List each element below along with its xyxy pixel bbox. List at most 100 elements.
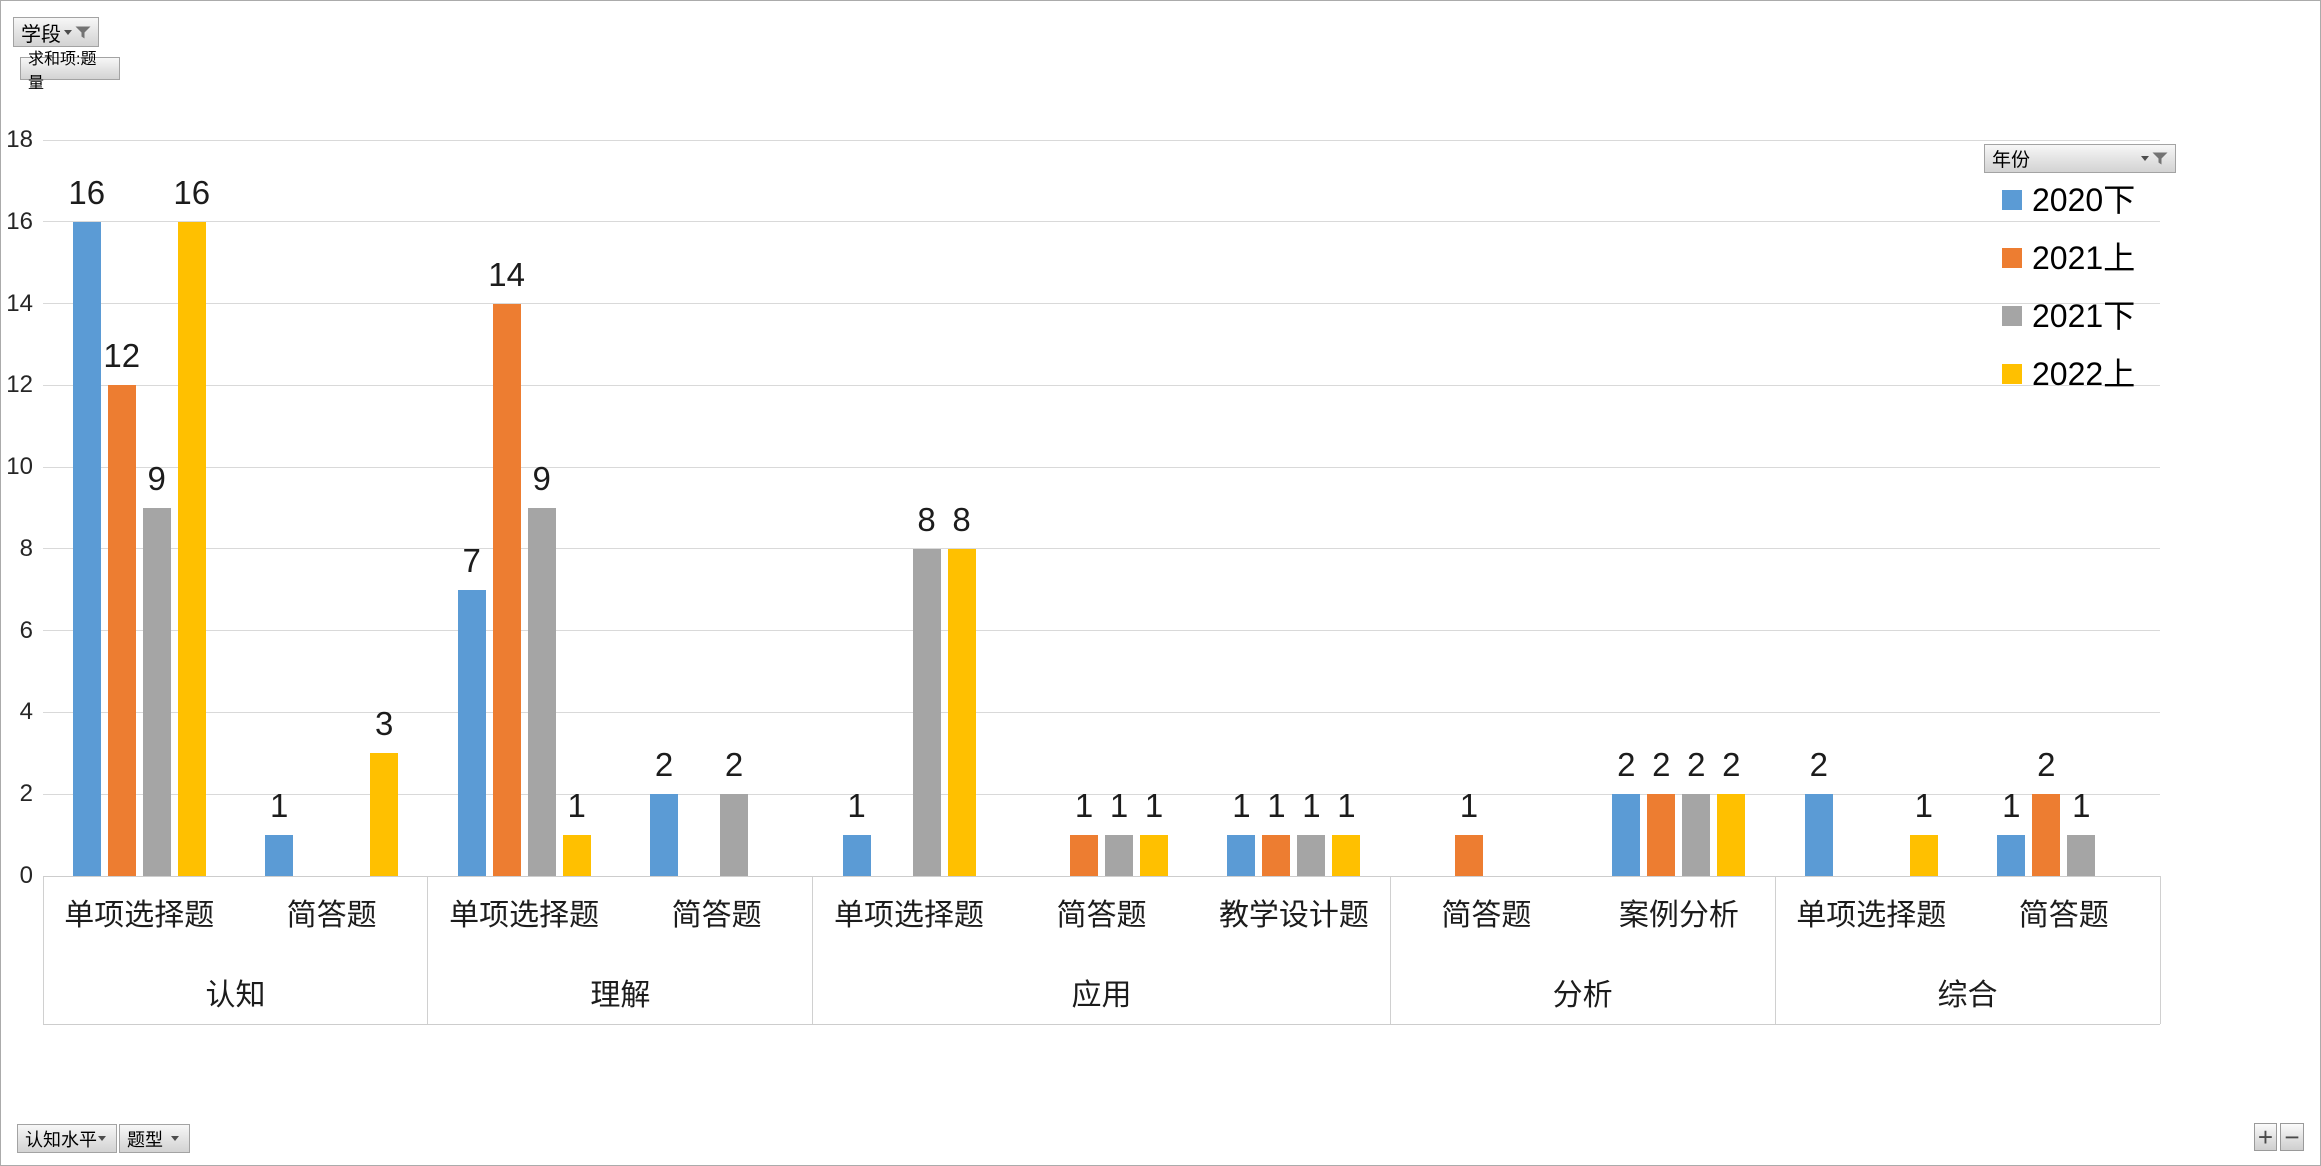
y-axis-tick-label: 2 xyxy=(19,780,33,808)
bar[interactable] xyxy=(1332,835,1361,876)
page-field-filter-button[interactable]: 学段 xyxy=(13,17,99,47)
bar-value-label: 1 xyxy=(1267,787,1286,825)
value-field-label: 求和项:题量 xyxy=(28,50,97,92)
axis-band-divider xyxy=(42,876,44,1024)
axis-band-divider xyxy=(1389,876,1391,1024)
bar-value-label: 2 xyxy=(1617,746,1636,784)
bar[interactable] xyxy=(912,548,941,876)
y-axis-tick-label: 8 xyxy=(19,534,33,562)
bar-value-label: 1 xyxy=(269,787,289,825)
gridline xyxy=(43,303,2160,305)
x-axis-category-label: 简答题 xyxy=(1056,899,1147,932)
gridline xyxy=(43,711,2160,713)
bar-value-label: 2 xyxy=(1652,746,1671,784)
y-axis-tick-label: 6 xyxy=(19,616,33,644)
bar[interactable] xyxy=(1262,835,1291,876)
bar[interactable] xyxy=(1140,835,1168,876)
gridline xyxy=(43,630,2160,632)
bar[interactable] xyxy=(527,508,556,876)
x-axis-category-label: 案例分析 xyxy=(1618,899,1739,932)
bar[interactable] xyxy=(1297,835,1326,876)
legend-item[interactable]: 2021上 xyxy=(2002,239,2135,277)
bar[interactable] xyxy=(2067,835,2096,876)
axis-band-bottom-line xyxy=(43,1023,2160,1025)
chevron-down-icon xyxy=(64,29,72,35)
x-axis-group-label: 综合 xyxy=(1937,979,1998,1012)
y-axis-tick-label: 18 xyxy=(6,126,33,153)
bar-value-label: 1 xyxy=(567,787,586,825)
legend-label: 2020下 xyxy=(2032,182,2136,218)
bar[interactable] xyxy=(1070,835,1098,876)
bar[interactable] xyxy=(370,753,399,876)
bar[interactable] xyxy=(562,835,591,876)
bar[interactable] xyxy=(177,221,206,876)
legend-label: 2021下 xyxy=(2032,298,2136,334)
axis-field-label: 题型 xyxy=(127,1129,163,1150)
collapse-button[interactable]: − xyxy=(2280,1123,2304,1151)
expand-button[interactable]: + xyxy=(2254,1123,2277,1151)
legend-item[interactable]: 2022上 xyxy=(2002,355,2135,393)
bar[interactable] xyxy=(720,794,749,876)
bar-value-label: 3 xyxy=(374,705,394,743)
axis-field-filter-button-cognition-level[interactable]: 认知水平 xyxy=(17,1124,117,1153)
bar[interactable] xyxy=(265,835,294,876)
bar[interactable] xyxy=(1227,835,1256,876)
bar-value-label: 1 xyxy=(2002,787,2021,825)
axis-band-divider xyxy=(2159,876,2161,1024)
bar[interactable] xyxy=(1804,794,1833,876)
bar-value-label: 1 xyxy=(1144,787,1164,825)
bar-value-label: 12 xyxy=(103,337,141,375)
chevron-down-icon xyxy=(98,1136,106,1141)
bar-value-label: 7 xyxy=(462,541,481,579)
bar-value-label: 2 xyxy=(654,746,674,784)
gridline xyxy=(43,793,2160,795)
bar[interactable] xyxy=(457,589,486,876)
legend-field-filter-button[interactable]: 年份 xyxy=(1984,144,2176,173)
bar[interactable] xyxy=(1909,835,1938,876)
bar[interactable] xyxy=(650,794,679,876)
bar[interactable] xyxy=(72,221,101,876)
legend-label: 2022上 xyxy=(2032,356,2136,392)
bar-value-label: 2 xyxy=(2037,746,2056,784)
bar-value-label: 8 xyxy=(952,500,971,538)
x-axis-category-label: 简答题 xyxy=(2018,899,2109,932)
bar[interactable] xyxy=(2032,794,2061,876)
x-axis-group-label: 应用 xyxy=(1071,979,1132,1012)
bar-value-label: 1 xyxy=(1109,787,1129,825)
x-axis-category-label: 简答题 xyxy=(286,899,377,932)
bar[interactable] xyxy=(492,303,521,876)
axis-band-divider xyxy=(1774,876,1776,1024)
gridline xyxy=(43,221,2160,223)
legend-item[interactable]: 2021下 xyxy=(2002,297,2135,335)
bar-value-label: 1 xyxy=(2072,787,2091,825)
bar[interactable] xyxy=(1997,835,2026,876)
x-axis-category-label: 单项选择题 xyxy=(64,899,215,932)
filter-funnel-icon xyxy=(2152,152,2168,165)
bar-value-label: 16 xyxy=(173,173,211,211)
bar[interactable] xyxy=(1454,835,1483,876)
axis-field-filter-button-question-type[interactable]: 题型 xyxy=(119,1124,190,1153)
bar[interactable] xyxy=(1682,794,1711,876)
bar[interactable] xyxy=(142,508,171,876)
gridline xyxy=(43,466,2160,468)
value-field-button[interactable]: 求和项:题量 xyxy=(20,51,120,92)
bar[interactable] xyxy=(842,835,871,876)
bar[interactable] xyxy=(947,548,976,876)
bar-value-label: 9 xyxy=(147,460,166,497)
bar-value-label: 2 xyxy=(1687,746,1706,784)
bar[interactable] xyxy=(1105,835,1133,876)
bar[interactable] xyxy=(107,385,136,876)
bar-value-label: 1 xyxy=(1074,787,1094,825)
bar[interactable] xyxy=(1612,794,1641,876)
chevron-down-icon xyxy=(2141,156,2149,161)
legend-item[interactable]: 2020下 xyxy=(2002,181,2135,219)
bar[interactable] xyxy=(1717,794,1746,876)
gridline xyxy=(43,384,2160,386)
x-axis-line xyxy=(43,875,2160,877)
bar[interactable] xyxy=(1647,794,1676,876)
bar-value-label: 1 xyxy=(1914,787,1933,825)
x-axis-group-label: 认知 xyxy=(205,979,266,1012)
bar-value-label: 14 xyxy=(488,255,525,293)
